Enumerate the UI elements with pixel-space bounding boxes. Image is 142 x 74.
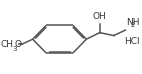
- Text: NH: NH: [126, 18, 139, 27]
- Text: CH: CH: [0, 40, 13, 49]
- Text: OH: OH: [93, 12, 107, 21]
- Text: 2: 2: [131, 22, 135, 28]
- Text: 3: 3: [12, 46, 17, 52]
- Text: HCl: HCl: [124, 37, 140, 46]
- Text: O: O: [14, 40, 21, 49]
